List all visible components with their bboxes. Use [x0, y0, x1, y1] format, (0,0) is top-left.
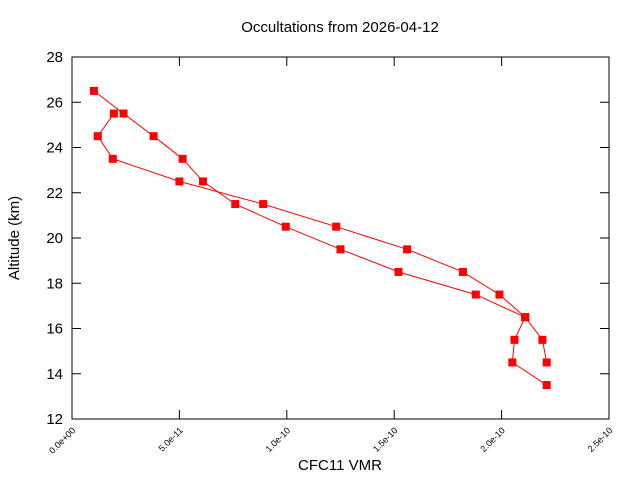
y-axis-label: Altitude (km) [6, 196, 23, 280]
y-tick-label: 28 [46, 49, 63, 66]
x-tick-label: 0.0e+00 [47, 425, 77, 455]
data-point [458, 267, 467, 276]
data-point [471, 290, 480, 299]
x-tick-label: 1.0e-10 [264, 425, 293, 454]
data-point [510, 335, 519, 344]
x-tick-label: 2.5e-10 [586, 425, 615, 454]
series-line-profile-1 [97, 113, 548, 363]
data-point [542, 381, 551, 390]
data-point [259, 200, 268, 209]
data-point [508, 358, 517, 367]
data-point [495, 290, 504, 299]
x-tick-label: 1.5e-10 [371, 425, 400, 454]
chart-title: Occultations from 2026-04-12 [241, 19, 439, 36]
y-tick-label: 26 [46, 94, 63, 111]
data-point [281, 222, 290, 231]
data-point [119, 109, 128, 118]
data-point [89, 86, 98, 95]
y-tick-label: 14 [46, 366, 63, 383]
data-point [542, 358, 551, 367]
y-tick-label: 18 [46, 275, 63, 292]
data-point [521, 313, 530, 322]
y-tick-label: 12 [46, 411, 63, 428]
x-tick-label: 5.0e-11 [157, 425, 185, 453]
data-point [109, 109, 118, 118]
data-point [336, 245, 345, 254]
data-point [175, 177, 184, 186]
y-tick-label: 24 [46, 140, 63, 157]
data-point [178, 154, 187, 163]
x-tick-label: 2.0e-10 [478, 425, 507, 454]
y-tick-label: 16 [46, 321, 63, 338]
data-point [538, 335, 547, 344]
plot-frame [71, 56, 610, 420]
x-axis-label: CFC11 VMR [298, 457, 382, 474]
data-point [93, 132, 102, 141]
y-tick-label: 22 [46, 185, 63, 202]
y-tick-label: 20 [46, 230, 63, 247]
data-point [403, 245, 412, 254]
data-point [332, 222, 341, 231]
data-point [231, 200, 240, 209]
data-point [108, 154, 117, 163]
data-point [199, 177, 208, 186]
data-point [149, 132, 158, 141]
series-line-profile-2 [93, 90, 547, 386]
data-point [394, 267, 403, 276]
